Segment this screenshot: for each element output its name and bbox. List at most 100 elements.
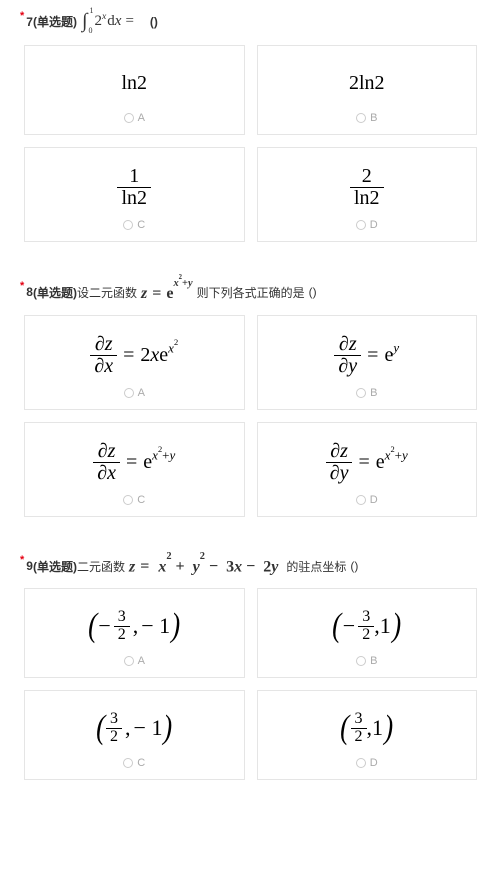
option-letter: C: [137, 219, 145, 231]
option-8-d[interactable]: ∂z ∂y = ex2+y D: [257, 422, 478, 517]
question-8-stem-prefix: 设二元函数: [77, 284, 137, 301]
option-8-b[interactable]: ∂z ∂y = ey B: [257, 315, 478, 410]
option-9-b[interactable]: ( − 3 2 ,1 ) B: [257, 588, 478, 678]
option-letter: C: [137, 494, 145, 506]
option-8-d-letter: D: [356, 494, 378, 506]
question-8-stem-math: z=ex2+y: [141, 282, 193, 303]
option-letter: B: [370, 112, 377, 124]
coord-y: − 1: [134, 715, 163, 741]
option-letter: D: [370, 219, 378, 231]
option-9-c-letter: C: [123, 757, 145, 769]
option-9-b-letter: B: [356, 655, 377, 667]
option-9-c[interactable]: ( 3 2 , − 1 ) C: [24, 690, 245, 780]
question-8: * 8 (单选题) 设二元函数 z=ex2+y 则下列各式正确的是 () ∂z …: [0, 282, 501, 517]
option-letter: A: [138, 655, 145, 667]
option-8-a-content: ∂z ∂x = 2xex2: [90, 334, 178, 377]
question-8-header: * 8 (单选题) 设二元函数 z=ex2+y 则下列各式正确的是 (): [0, 282, 501, 303]
radio-icon: [124, 656, 134, 666]
option-9-a-letter: A: [124, 655, 145, 667]
radio-icon: [124, 388, 134, 398]
fraction-den: 2: [358, 626, 374, 644]
option-9-b-content: ( − 3 2 ,1 ): [331, 607, 402, 645]
option-7-c[interactable]: 1 ln2 C: [24, 147, 245, 242]
option-8-c-letter: C: [123, 494, 145, 506]
radio-icon: [123, 495, 133, 505]
radio-icon: [356, 656, 366, 666]
radio-icon: [124, 113, 134, 123]
option-letter: C: [137, 757, 145, 769]
option-7-d-letter: D: [356, 219, 378, 231]
radio-icon: [123, 758, 133, 768]
question-8-type: (单选题): [33, 284, 77, 301]
fraction-num: 3: [114, 609, 130, 626]
fraction-den: 2: [106, 728, 122, 746]
option-9-a[interactable]: ( − 3 2 , − 1 ) A: [24, 588, 245, 678]
option-9-d-content: ( 3 2 ,1 ): [339, 709, 394, 747]
option-letter: B: [370, 387, 377, 399]
option-letter: D: [370, 494, 378, 506]
radio-icon: [356, 495, 366, 505]
question-7-stem: ∫ 1 0 2xdx =: [81, 10, 138, 33]
required-star-icon: *: [20, 280, 24, 292]
fraction-num: 3: [106, 711, 122, 728]
fraction-den: 2: [351, 728, 367, 746]
option-letter: D: [370, 757, 378, 769]
question-9-header: * 9 (单选题) 二元函数 z= x2+ y2− 3x− 2y 的驻点坐标 (…: [0, 557, 501, 576]
question-7-options: ln2 A 2ln2 B 1 ln2: [0, 45, 501, 242]
fraction-num: 3: [358, 609, 374, 626]
sign: −: [98, 613, 110, 639]
question-9-options: ( − 3 2 , − 1 ) A ( − 3 2: [0, 588, 501, 780]
question-8-paren: (): [309, 285, 317, 299]
option-8-c-content: ∂z ∂x = ex2+y: [93, 441, 175, 484]
option-8-a-letter: A: [124, 387, 145, 399]
required-star-icon: *: [20, 554, 24, 566]
sign: −: [343, 613, 355, 639]
option-letter: B: [370, 655, 377, 667]
option-7-b-content: 2ln2: [349, 64, 385, 102]
option-letter: A: [138, 112, 145, 124]
fraction-den: ln2: [350, 187, 384, 209]
question-9-stem-prefix: 二元函数: [77, 558, 125, 575]
radio-icon: [356, 220, 366, 230]
question-7-type: (单选题): [33, 13, 77, 30]
option-7-c-content: 1 ln2: [117, 166, 151, 209]
radio-icon: [356, 113, 366, 123]
option-7-a-letter: A: [124, 112, 145, 124]
option-8-b-letter: B: [356, 387, 377, 399]
question-9: * 9 (单选题) 二元函数 z= x2+ y2− 3x− 2y 的驻点坐标 (…: [0, 557, 501, 780]
question-8-options: ∂z ∂x = 2xex2 A ∂z ∂y = ey: [0, 315, 501, 517]
question-7-paren: (): [150, 15, 158, 29]
option-8-d-content: ∂z ∂y = ex2+y: [326, 441, 408, 484]
coord-y: ,1: [374, 613, 391, 639]
question-9-stem-suffix: 的驻点坐标: [286, 558, 346, 575]
fraction-num: 2: [358, 166, 376, 187]
fraction-den: ln2: [117, 187, 151, 209]
option-7-b-letter: B: [356, 112, 377, 124]
option-9-d-letter: D: [356, 757, 378, 769]
option-8-c[interactable]: ∂z ∂x = ex2+y C: [24, 422, 245, 517]
question-9-paren: (): [350, 559, 358, 573]
fraction-num: 3: [351, 711, 367, 728]
option-9-c-content: ( 3 2 , − 1 ): [95, 709, 174, 747]
question-9-type: (单选题): [33, 558, 77, 575]
option-8-b-content: ∂z ∂y = ey: [334, 334, 399, 377]
question-9-number: 9: [26, 559, 33, 573]
question-7: * 7 (单选题) ∫ 1 0 2xdx = () ln2 A 2ln2: [0, 10, 501, 242]
option-9-a-content: ( − 3 2 , − 1 ): [87, 607, 182, 645]
question-9-stem-math: z= x2+ y2− 3x− 2y: [129, 557, 278, 576]
coord-y: − 1: [141, 613, 170, 639]
option-7-b[interactable]: 2ln2 B: [257, 45, 478, 135]
option-7-d-content: 2 ln2: [350, 166, 384, 209]
radio-icon: [356, 758, 366, 768]
radio-icon: [123, 220, 133, 230]
option-7-a[interactable]: ln2 A: [24, 45, 245, 135]
fraction-num: 1: [125, 166, 143, 187]
question-8-stem-suffix: 则下列各式正确的是: [197, 284, 305, 301]
option-7-a-content: ln2: [121, 64, 147, 102]
option-7-d[interactable]: 2 ln2 D: [257, 147, 478, 242]
question-7-number: 7: [26, 15, 33, 29]
option-7-c-letter: C: [123, 219, 145, 231]
option-9-d[interactable]: ( 3 2 ,1 ) D: [257, 690, 478, 780]
option-8-a[interactable]: ∂z ∂x = 2xex2 A: [24, 315, 245, 410]
required-star-icon: *: [20, 10, 24, 22]
